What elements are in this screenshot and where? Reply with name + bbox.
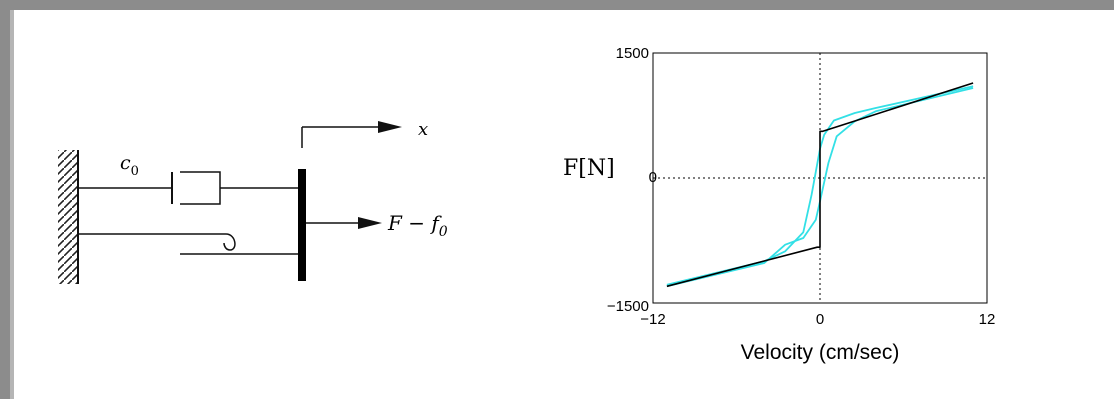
x-tick-center: 0 [816, 311, 824, 328]
force-label: F − f0 [387, 211, 448, 240]
series-line-0 [666, 82, 974, 288]
damper-coefficient-label: c0 [120, 152, 139, 179]
frame-top-border [0, 0, 1114, 10]
x-tick-right: 12 [979, 311, 996, 328]
mechanical-model-diagram: x F − f0 c0 [58, 119, 448, 284]
series-layer [666, 82, 974, 288]
displacement-label: x [418, 119, 428, 140]
mass-plate [298, 169, 306, 281]
x-axis-label: Velocity (cm/sec) [741, 341, 900, 364]
y-axis-label: F[N] [563, 156, 615, 181]
y-tick-top: 1500 [616, 45, 649, 62]
force-velocity-chart: 1500 0 −1500 −12 0 12 Velocity (cm/sec) … [557, 45, 995, 364]
frame-inner-border [10, 10, 14, 399]
y-axis-label-backdrop [557, 144, 647, 184]
frame-left-border [0, 0, 10, 399]
fixed-wall-hatching [58, 150, 78, 284]
y-tick-bottom: −1500 [607, 298, 649, 315]
y-tick-zero: 0 [649, 169, 657, 186]
displacement-arrow [301, 121, 402, 148]
friction-element [78, 233, 300, 255]
damper-element [78, 171, 300, 205]
force-arrow [306, 217, 382, 229]
x-tick-left: −12 [640, 311, 665, 328]
